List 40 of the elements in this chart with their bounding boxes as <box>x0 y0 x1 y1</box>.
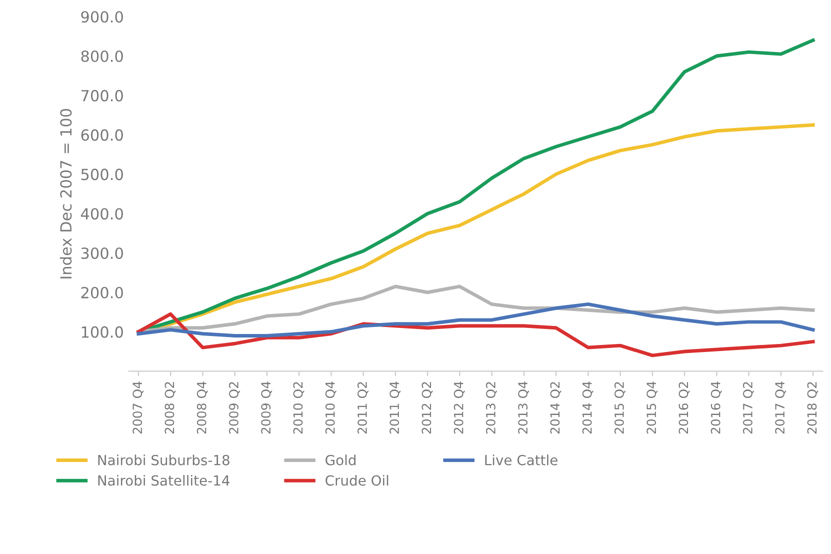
x-tick-label: 2012 Q4 <box>454 382 465 434</box>
x-tick-label: 2015 Q2 <box>614 382 626 434</box>
x-tick-label: 2018 Q2 <box>807 382 818 434</box>
y-tick-label: 200.0 <box>81 286 123 298</box>
x-tick-label: 2016 Q2 <box>678 382 690 434</box>
x-tick-label: 2013 Q2 <box>486 382 497 434</box>
x-tick-label: 2008 Q4 <box>196 382 208 434</box>
y-tick-label: 300.0 <box>81 247 123 260</box>
x-tick-label: 2017 Q2 <box>742 382 754 434</box>
x-tick-label: 2008 Q2 <box>164 382 176 434</box>
x-tick-label: 2011 Q4 <box>390 382 400 434</box>
y-axis-title: Index Dec 2007 = 100 <box>60 108 72 278</box>
legend-label: Nairobi Suburbs-18 <box>98 454 230 466</box>
x-tick-label: 2010 Q4 <box>325 382 336 434</box>
x-tick-label: 2014 Q2 <box>550 382 562 434</box>
y-tick-label: 700.0 <box>81 90 123 102</box>
line-series <box>136 302 815 338</box>
legend-label: Crude Oil <box>326 474 388 486</box>
legend-label: Gold <box>326 454 356 466</box>
x-tick-label: 2015 Q4 <box>646 382 658 434</box>
x-tick-label: 2012 Q2 <box>422 382 433 434</box>
x-tick-label: 2009 Q2 <box>228 382 240 434</box>
y-tick-label: 900.0 <box>81 11 123 23</box>
x-tick-label: 2011 Q2 <box>357 382 368 434</box>
x-tick-label: 2009 Q4 <box>261 382 272 434</box>
y-tick-label: 400.0 <box>80 208 123 220</box>
legend-label: Live Cattle <box>485 454 558 466</box>
x-tick-label: 2017 Q4 <box>775 382 786 434</box>
y-tick-label: 800.0 <box>81 50 123 62</box>
x-tick-label: 2013 Q4 <box>518 382 529 434</box>
y-tick-label: 600.0 <box>81 129 123 141</box>
x-tick-label: 2016 Q4 <box>710 382 722 434</box>
line-series <box>136 284 815 334</box>
x-tick-label: 2014 Q4 <box>582 382 594 434</box>
x-tick-label: 2010 Q2 <box>293 382 304 434</box>
x-tick-label: 2007 Q4 <box>132 382 144 434</box>
y-tick-label: 500.0 <box>81 168 123 180</box>
y-tick-label: 100.0 <box>82 326 123 338</box>
line-series <box>136 312 815 358</box>
legend-label: Nairobi Satellite-14 <box>98 474 230 486</box>
